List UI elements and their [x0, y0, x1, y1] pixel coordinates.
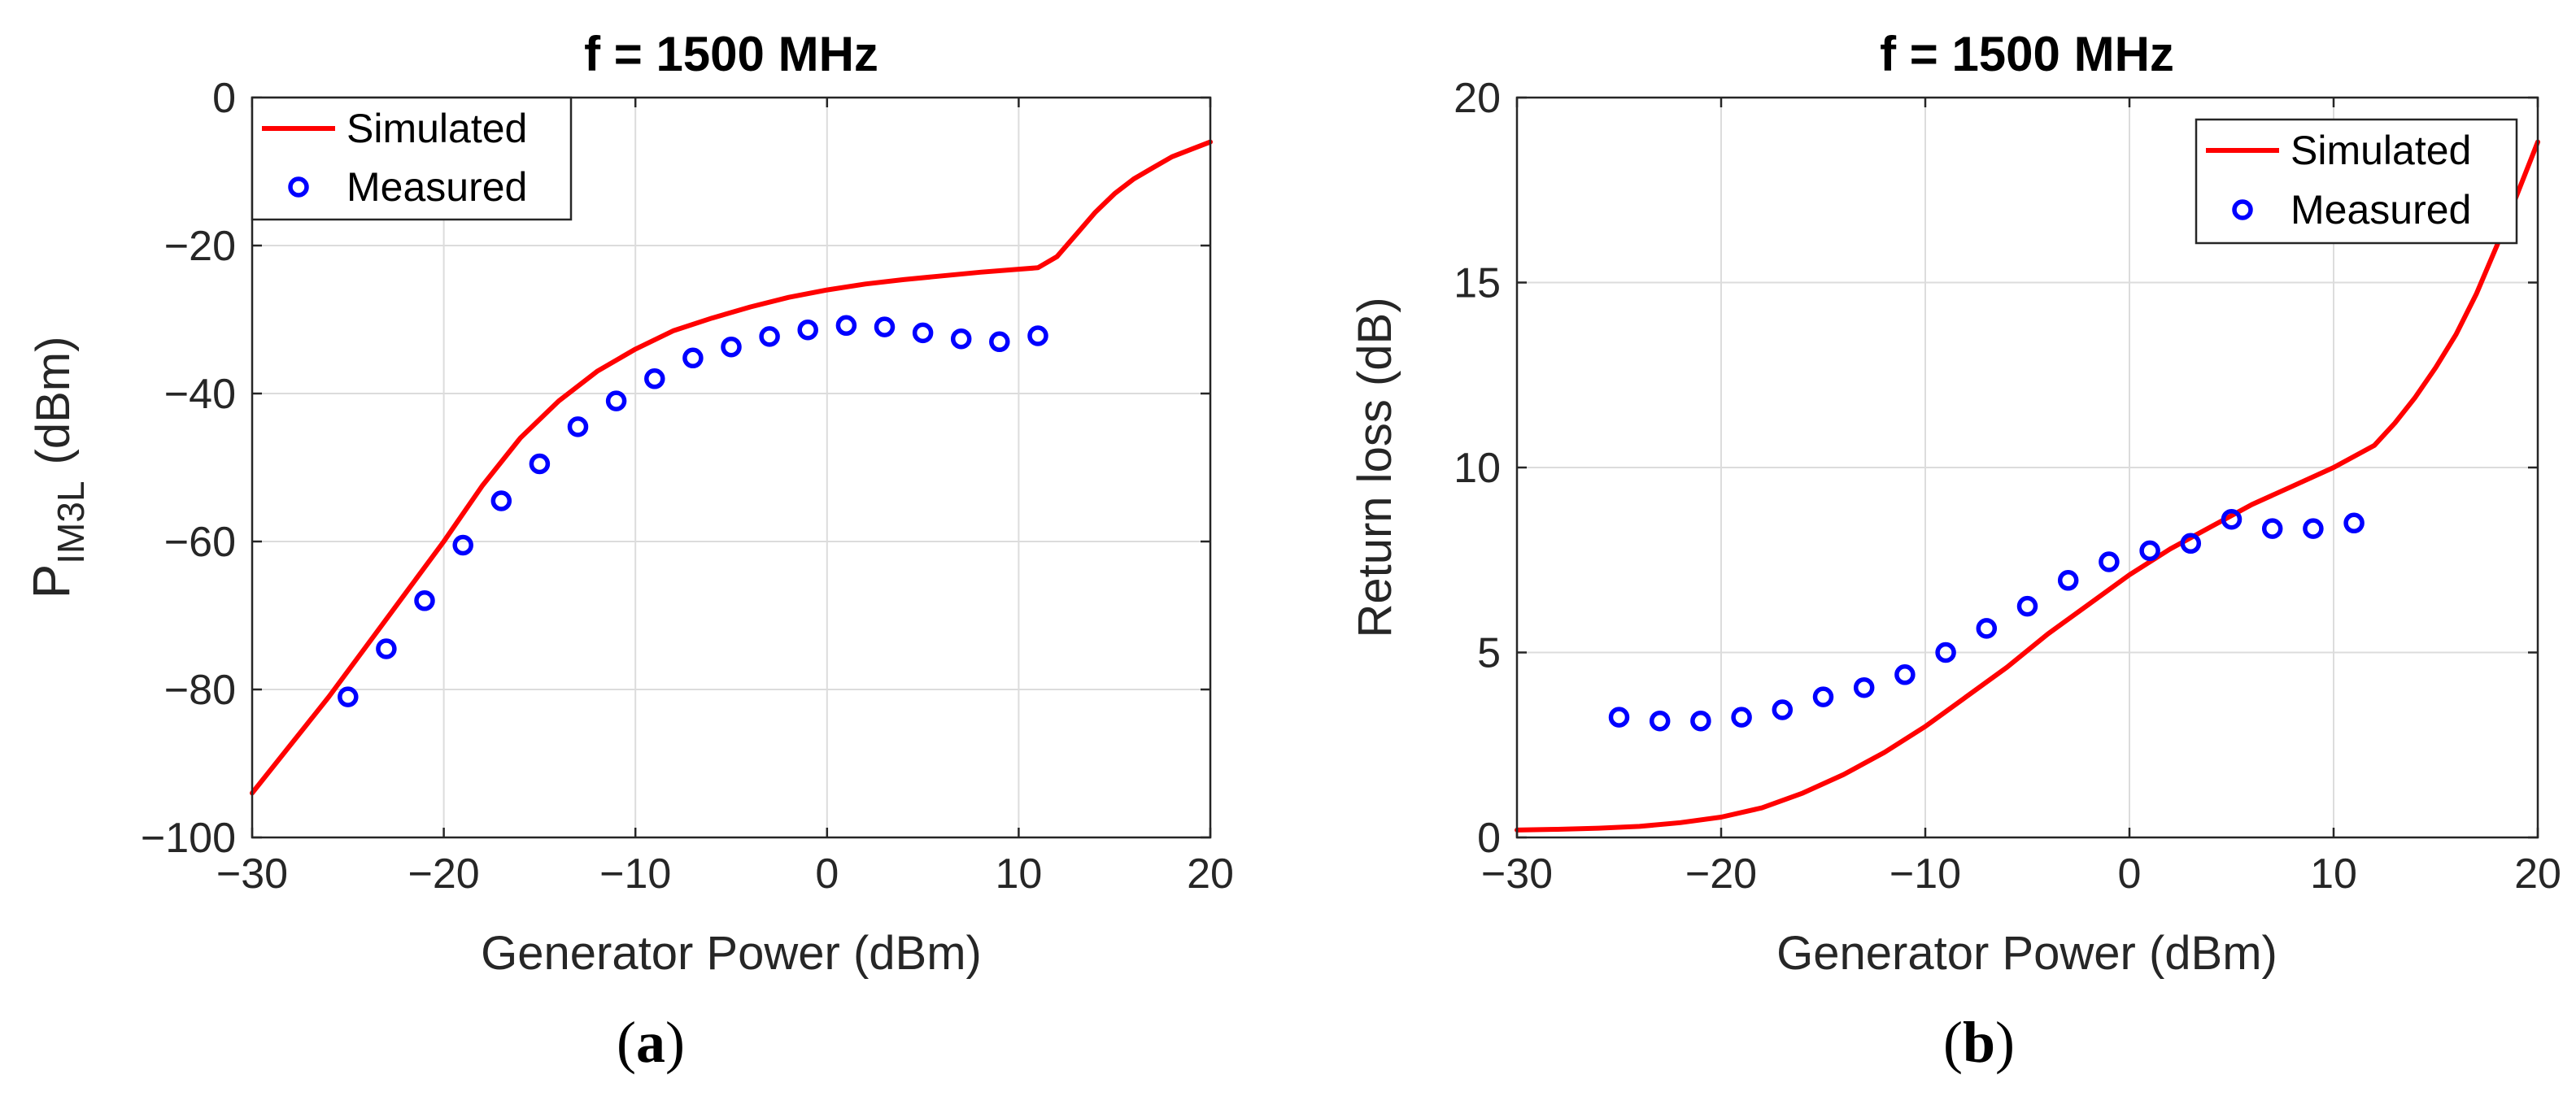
measured-point	[1976, 618, 1998, 639]
measured-point	[2057, 570, 2079, 591]
x-tick-label: 0	[2118, 850, 2142, 898]
y-tick-label: 5	[1477, 630, 1501, 677]
simulated-line	[1515, 139, 2540, 833]
measured-point	[2343, 512, 2365, 534]
measured-point	[1731, 707, 1752, 728]
measured-point	[721, 336, 742, 358]
x-tick-labels-b: −30 −20 −10 0 10 20	[1481, 850, 2561, 898]
x-axis-label-b: Generator Power (dBm)	[1776, 927, 2277, 980]
x-tick-label: 10	[2310, 850, 2357, 898]
y-tick-label: 0	[212, 75, 236, 122]
measured-point	[567, 416, 589, 437]
measured-point	[490, 490, 512, 511]
y-tick-label: 20	[1454, 75, 1501, 122]
legend-marker-measured-b	[2232, 199, 2253, 220]
x-tick-label: 20	[2514, 850, 2561, 898]
y-tick-labels-b: 0 5 10 15 20	[1454, 75, 1501, 862]
measured-point	[2099, 551, 2120, 572]
y-tick-label: −40	[164, 371, 236, 418]
y-tick-label: −60	[164, 519, 236, 566]
panel-caption-a: (a)	[617, 1010, 685, 1075]
measured-point	[644, 368, 665, 389]
y-axis-label-sub-a: IM3L	[50, 481, 92, 563]
legend-a: Simulated Measured	[251, 96, 573, 221]
measured-point	[835, 315, 857, 337]
measured-point	[2016, 595, 2038, 617]
legend-label-measured-a: Measured	[347, 164, 527, 210]
measured-point	[989, 331, 1010, 353]
measured-point	[2221, 508, 2243, 530]
measured-point	[452, 534, 473, 556]
x-tick-label: 10	[995, 850, 1042, 898]
panel-letter-b: b	[1963, 1010, 1995, 1075]
y-tick-label: 10	[1454, 445, 1501, 492]
y-axis-label-unit-a: (dBm)	[27, 337, 80, 465]
series-b	[1515, 139, 2540, 833]
measured-point	[1649, 710, 1671, 732]
x-tick-label: 0	[815, 850, 839, 898]
chart-a: −30 −20 −10 0 10 20 −100−80−60−40−200 f = 150…	[22, 27, 1234, 1075]
measured-point	[1812, 686, 1834, 707]
x-tick-label: −20	[1685, 850, 1757, 898]
x-tick-label: −30	[1481, 850, 1553, 898]
simulated-line	[250, 139, 1213, 796]
measured-point	[2261, 518, 2283, 539]
legend-label-simulated-a: Simulated	[347, 106, 527, 151]
y-tick-label: −20	[164, 223, 236, 270]
measured-point	[2303, 518, 2324, 539]
measured-point	[605, 390, 627, 411]
series-a	[250, 139, 1213, 796]
measured-point	[1608, 707, 1630, 728]
x-tick-label: −10	[1890, 850, 1961, 898]
measured-point	[1027, 325, 1048, 346]
measured-point	[912, 322, 934, 344]
y-axis-label-b: Return loss (dB)	[1349, 297, 1401, 637]
y-tick-labels-a: −100 −80 −60 −40 −20 0	[141, 75, 236, 862]
legend-b: Simulated Measured	[2195, 118, 2518, 245]
measured-point	[1772, 699, 1794, 720]
x-tick-label: −30	[216, 850, 288, 898]
plot-frame-a	[251, 96, 1212, 839]
x-axis-label-a: Generator Power (dBm)	[481, 927, 982, 980]
ticks-b	[1515, 96, 2539, 839]
panel-letter-a: a	[636, 1010, 665, 1075]
ticks-a	[251, 96, 1212, 839]
measured-point	[759, 326, 780, 347]
measured-point	[414, 590, 435, 611]
x-tick-label: −10	[599, 850, 671, 898]
panel-caption-b: (b)	[1943, 1010, 2015, 1075]
legend-marker-measured-a	[288, 176, 309, 198]
x-tick-label: −20	[408, 850, 479, 898]
measured-point	[529, 453, 551, 475]
y-tick-label: −80	[164, 667, 236, 714]
y-axis-label-a: PIM3L (dBm)	[22, 337, 92, 599]
measured-point	[682, 347, 704, 369]
chart-b: −30 −20 −10 0 10 20 0 5 10 15 20 f = 1500 MHz Gen…	[1349, 27, 2561, 1075]
y-tick-label: 15	[1454, 260, 1501, 307]
chart-title-b: f = 1500 MHz	[1880, 27, 2174, 81]
measured-point	[338, 686, 359, 707]
x-tick-labels-a: −30 −20 −10 0 10 20	[216, 850, 1234, 898]
measured-point	[797, 319, 818, 341]
measured-point	[1935, 642, 1956, 663]
legend-label-measured-b: Measured	[2291, 187, 2471, 233]
chart-title-a: f = 1500 MHz	[584, 27, 878, 81]
measured-point	[950, 328, 972, 350]
legend-box-b	[2195, 118, 2518, 245]
x-tick-label: 20	[1187, 850, 1234, 898]
measured-point	[2180, 533, 2202, 555]
measured-point	[376, 638, 397, 659]
measured-point	[1894, 664, 1916, 685]
y-axis-label-main-a: P	[22, 564, 81, 599]
measured-point	[1690, 710, 1711, 732]
y-tick-label: −100	[141, 815, 236, 862]
y-tick-label: 0	[1477, 815, 1501, 862]
measured-point	[1853, 676, 1875, 698]
legend-label-simulated-b: Simulated	[2291, 128, 2471, 173]
measured-point	[874, 316, 896, 337]
legend-box-a	[251, 96, 573, 221]
measured-point	[2139, 540, 2160, 562]
